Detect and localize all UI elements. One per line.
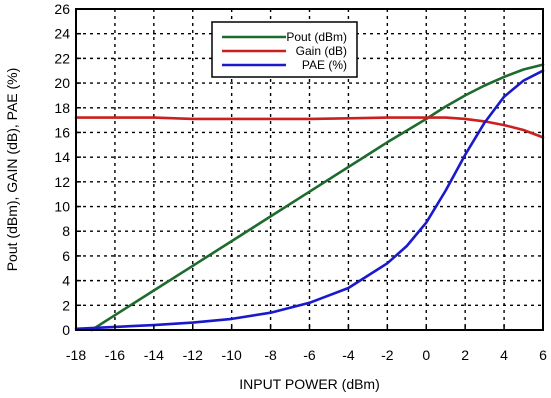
x-tick-label: 4 [500,347,508,363]
y-tick-label: 12 [54,174,70,190]
x-tick-label: -2 [381,347,394,363]
series-line-3 [74,69,545,331]
x-tick-label: -8 [264,347,277,363]
grid [76,9,543,330]
x-tick-label: -4 [342,347,355,363]
ticks-layer: -18 -16 -14 -12 -10 -8 -6 -4 -2 0 2 4 60246810121416… [54,1,547,363]
y-tick-label: 24 [54,26,70,42]
x-tick-label: 6 [539,347,547,363]
y-tick-label: 22 [54,50,70,66]
y-tick-label: 8 [62,223,70,239]
y-tick-label: 10 [54,199,70,215]
series-line-1 [90,63,545,332]
series-layer [74,63,545,332]
legend-box [211,21,358,78]
x-tick-label: -12 [183,347,203,363]
y-tick-label: 20 [54,75,70,91]
y-tick-label: 18 [54,100,70,116]
y-axis-label: Pout (dBm), GAIN (dB), PAE (%) [4,68,20,272]
legend: Pout (dBm)Gain (dB)PAE (%) [211,21,358,78]
y-tick-label: 26 [54,1,70,17]
y-tick-label: 0 [62,322,70,338]
x-axis-label: INPUT POWER (dBm) [239,376,380,392]
legend-label: Pout (dBm) [286,30,347,44]
x-tick-label: -14 [144,347,164,363]
y-tick-label: 16 [54,124,70,140]
x-tick-label: -16 [105,347,125,363]
y-tick-label: 2 [62,297,70,313]
x-tick-label: -10 [222,347,242,363]
series-line-2 [74,116,545,139]
y-tick-label: 4 [62,273,70,289]
x-tick-label: -18 [66,347,86,363]
x-tick-label: 0 [422,347,430,363]
x-tick-label: -6 [303,347,316,363]
legend-label: PAE (%) [302,58,347,72]
x-tick-label: 2 [461,347,469,363]
legend-label: Gain (dB) [296,44,347,58]
y-tick-label: 6 [62,248,70,264]
y-tick-label: 14 [54,149,70,165]
